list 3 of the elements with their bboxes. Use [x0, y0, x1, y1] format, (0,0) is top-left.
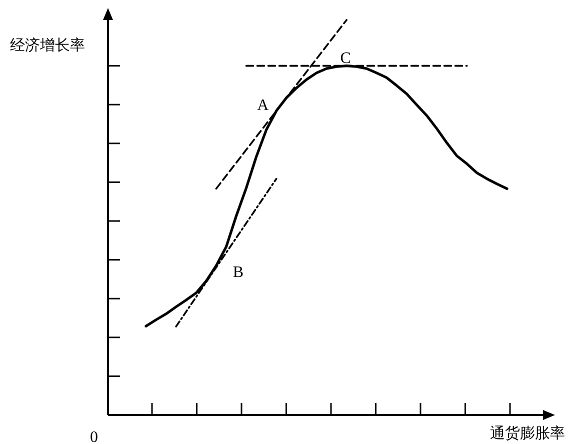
xlabel: 通货膨胀率 — [490, 426, 565, 442]
annotation: 0 — [90, 429, 98, 444]
ylabel: 经济增长率 — [10, 38, 85, 54]
